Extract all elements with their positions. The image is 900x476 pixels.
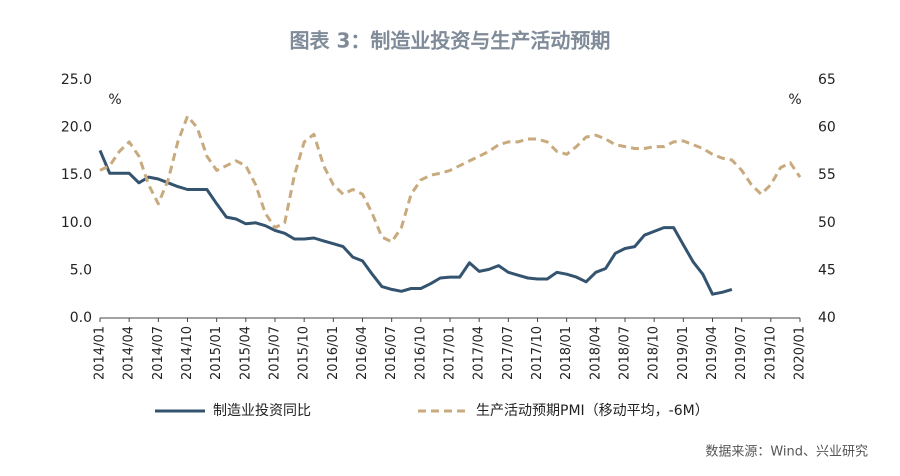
y2-tick-label: 45: [818, 262, 836, 278]
x-tick-label: 2016/01: [326, 326, 341, 380]
series-line: [99, 114, 802, 244]
y-tick-label: 0.0: [70, 310, 92, 326]
x-tick-label: 2018/01: [559, 326, 574, 380]
x-tick-label: 2019/04: [705, 326, 720, 380]
y2-tick-label: 60: [818, 120, 836, 136]
x-tick-label: 2018/04: [588, 326, 603, 380]
y-tick-label: 10.0: [61, 215, 92, 231]
x-tick-label: 2015/04: [238, 326, 253, 380]
y-tick-label: 5.0: [70, 262, 92, 278]
x-tick-label: 2016/07: [384, 326, 399, 380]
source-note: 数据来源：Wind、兴业研究: [705, 445, 868, 460]
x-tick-label: 2018/07: [618, 326, 633, 380]
series-line: [98, 149, 733, 296]
x-tick-label: 2017/04: [472, 326, 487, 380]
x-tick-label: 2017/10: [530, 326, 545, 380]
y-tick-label: 15.0: [61, 167, 92, 183]
x-tick-label: 2016/10: [413, 326, 428, 380]
y2-tick-label: 55: [818, 167, 836, 183]
y2-axis-label: %: [788, 92, 801, 108]
x-tick-label: 2017/07: [501, 326, 516, 380]
x-tick-label: 2015/07: [268, 326, 283, 380]
x-tick-label: 2014/07: [151, 326, 166, 380]
x-tick-label: 2018/10: [647, 326, 662, 380]
x-tick-label: 2015/10: [297, 326, 312, 380]
y2-tick-label: 50: [818, 215, 836, 231]
x-tick-label: 2019/01: [676, 326, 691, 380]
x-tick-label: 2014/10: [180, 326, 195, 380]
x-tick-label: 2015/01: [209, 326, 224, 380]
y2-tick-label: 40: [818, 310, 836, 326]
y-tick-label: 25.0: [61, 72, 92, 88]
y-axis-label: %: [108, 92, 121, 108]
x-tick-label: 2016/04: [355, 326, 370, 380]
x-tick-label: 2017/01: [443, 326, 458, 380]
x-tick-label: 2019/07: [734, 326, 749, 380]
y-tick-label: 20.0: [61, 120, 92, 136]
legend-label: 制造业投资同比: [213, 403, 311, 419]
x-tick-label: 2019/10: [763, 326, 778, 380]
x-tick-label: 2020/01: [793, 326, 808, 380]
legend-label: 生产活动预期PMI（移动平均，-6M）: [476, 403, 709, 419]
chart-title: 图表 3：制造业投资与生产活动预期: [290, 29, 611, 53]
x-tick-label: 2014/01: [93, 326, 108, 380]
x-tick-label: 2014/04: [122, 326, 137, 380]
y2-tick-label: 65: [818, 72, 836, 88]
